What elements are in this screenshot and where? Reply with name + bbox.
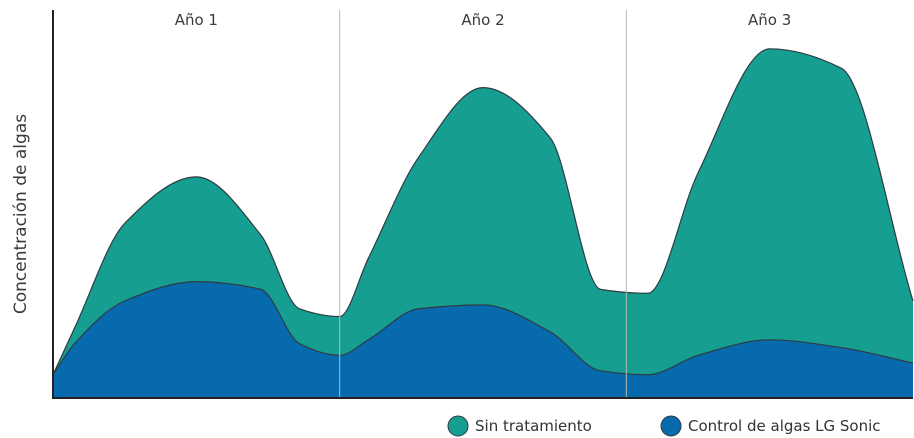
period-label: Año 2 xyxy=(461,11,504,29)
areas-layer xyxy=(52,48,914,399)
axes xyxy=(52,10,913,399)
line-series-1 xyxy=(52,48,914,375)
legend-swatch xyxy=(447,415,469,437)
y-axis-title: Concentración de algas xyxy=(11,114,31,314)
legend-label: Control de algas LG Sonic xyxy=(688,417,881,435)
legend-label: Sin tratamiento xyxy=(475,417,592,435)
period-label: Año 3 xyxy=(748,11,791,29)
period-dividers xyxy=(339,10,627,398)
line-series-2 xyxy=(52,280,914,376)
legend: Sin tratamiento Control de algas LG Sonic xyxy=(447,415,881,437)
period-label: Año 1 xyxy=(175,11,218,29)
area-series-2 xyxy=(53,281,913,398)
period-labels: Año 1 Año 2 Año 3 xyxy=(175,11,792,29)
legend-swatch xyxy=(660,415,682,437)
